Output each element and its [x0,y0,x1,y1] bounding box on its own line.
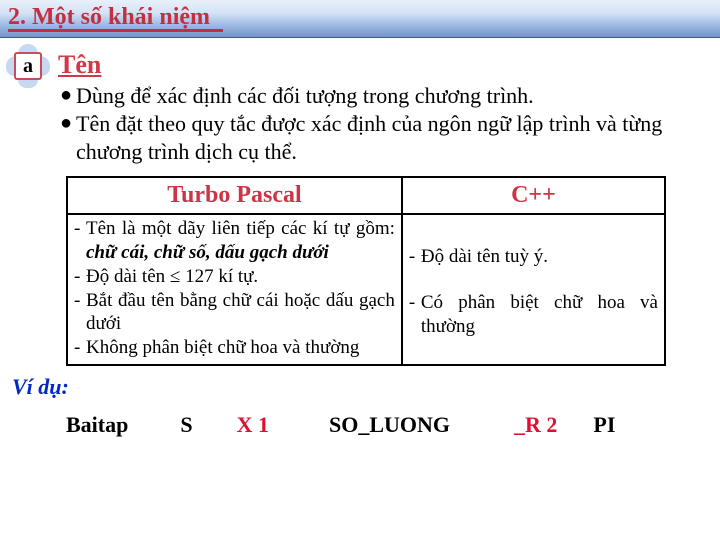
table-header-row: Turbo Pascal C++ [67,177,665,214]
section-heading: Tên [58,50,706,80]
col1-header: Turbo Pascal [67,177,402,214]
cell-line: Độ dài tên tuỳ ý. [421,245,548,269]
example-item: X 1 [237,412,269,438]
cell-line: Bắt đầu tên bằng chữ cái hoặc dấu gạch d… [86,289,395,337]
cell-line: Độ dài tên ≤ 127 kí tự. [86,265,258,289]
header-bar: 2. Một số khái niệm [0,0,720,38]
content-area: a Tên ● Dùng để xác định các đối tượng t… [0,38,720,438]
example-item: SO_LUONG [329,412,450,438]
example-item: _R 2 [514,412,557,438]
cell-line: Có phân biệt chữ hoa và thường [421,291,658,339]
section-body: Tên ● Dùng để xác định các đối tượng tro… [58,48,706,166]
title-underline [8,29,223,32]
intro-item: ● Dùng để xác định các đối tượng trong c… [60,82,706,110]
section-row: a Tên ● Dùng để xác định các đối tượng t… [6,48,706,166]
bullet-dot-icon: ● [60,110,76,166]
col1-cell: - Tên là một dãy liên tiếp các kí tự gồm… [67,214,402,365]
example-item: Baitap [66,412,128,438]
table-row: - Tên là một dãy liên tiếp các kí tự gồm… [67,214,665,365]
flower-bullet-icon: a [6,44,50,88]
comparison-table: Turbo Pascal C++ - Tên là một dãy liên t… [66,176,666,366]
col2-cell: -Độ dài tên tuỳ ý. -Có phân biệt chữ hoa… [402,214,665,365]
example-item: S [180,412,192,438]
cell-line: Không phân biệt chữ hoa và thường [86,336,359,360]
intro-text: Tên đặt theo quy tắc được xác định của n… [76,110,706,166]
example-label-row: Ví dụ: [12,374,706,400]
example-label: Ví dụ: [12,374,69,399]
cell-line: Tên là một dãy liên tiếp các kí tự gồm: … [86,217,395,265]
bullet-dot-icon: ● [60,82,76,110]
intro-text: Dùng để xác định các đối tượng trong chư… [76,82,534,110]
examples-bar: Baitap S X 1 SO_LUONG _R 2 PI [66,412,706,438]
bullet-letter: a [14,52,42,80]
intro-list: ● Dùng để xác định các đối tượng trong c… [58,82,706,166]
example-item: PI [593,412,615,438]
col2-header: C++ [402,177,665,214]
page-title: 2. Một số khái niệm [8,4,712,31]
intro-item: ● Tên đặt theo quy tắc được xác định của… [60,110,706,166]
